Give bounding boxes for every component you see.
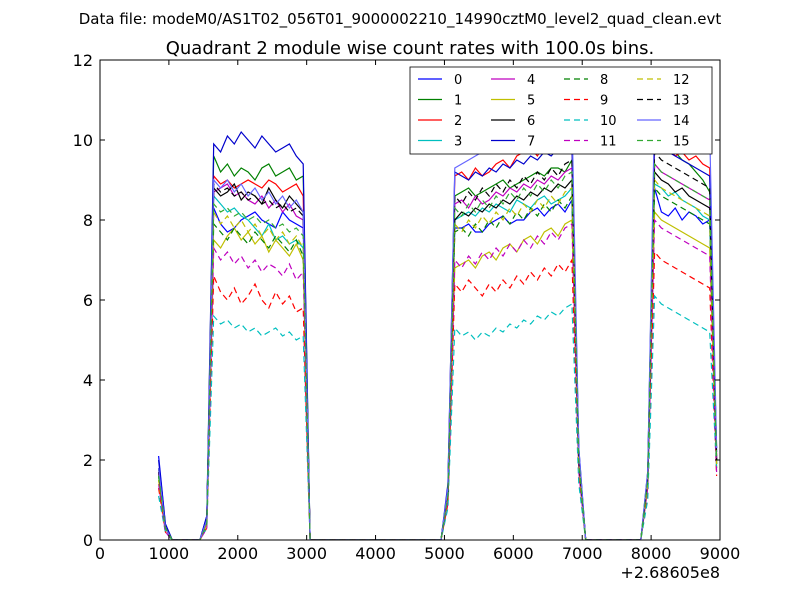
legend-frame bbox=[409, 66, 713, 155]
legend-label-5: 5 bbox=[527, 94, 535, 109]
figure-suptitle: Data file: modeM0/AS1T02_056T01_90000022… bbox=[79, 10, 722, 29]
y-tick-label: 12 bbox=[73, 51, 93, 70]
legend-label-12: 12 bbox=[673, 73, 690, 88]
x-tick-label: 6000 bbox=[493, 544, 534, 563]
legend-label-11: 11 bbox=[600, 135, 617, 150]
y-tick-label: 4 bbox=[83, 371, 93, 390]
legend-label-14: 14 bbox=[673, 114, 690, 129]
series-line-15 bbox=[158, 162, 718, 540]
legend-label-10: 10 bbox=[600, 114, 617, 129]
x-tick-label: 0 bbox=[95, 544, 105, 563]
y-tick-label: 2 bbox=[83, 451, 93, 470]
series-line-9 bbox=[158, 250, 718, 540]
y-tick-label: 10 bbox=[73, 131, 93, 150]
y-tick-label: 8 bbox=[83, 211, 93, 230]
series-line-14 bbox=[158, 106, 718, 540]
legend-label-3: 3 bbox=[454, 135, 462, 150]
legend-label-0: 0 bbox=[454, 73, 462, 88]
series-line-8 bbox=[158, 186, 718, 540]
legend-label-9: 9 bbox=[600, 94, 608, 109]
legend-label-15: 15 bbox=[673, 135, 690, 150]
x-axis: 0 1000 2000 3000 4000 5000 6000 7000 8000 9000 bbox=[95, 60, 740, 563]
x-tick-label: 9000 bbox=[700, 544, 741, 563]
x-tick-label: 4000 bbox=[355, 544, 396, 563]
x-tick-label: 5000 bbox=[424, 544, 465, 563]
legend-label-2: 2 bbox=[454, 114, 462, 129]
chart-title: Quadrant 2 module wise count rates with … bbox=[166, 38, 655, 59]
series-layer bbox=[158, 106, 718, 540]
x-tick-label: 1000 bbox=[149, 544, 190, 563]
legend-label-4: 4 bbox=[527, 73, 535, 88]
x-tick-label: 3000 bbox=[286, 544, 327, 563]
x-axis-offset-label: +2.68605e8 bbox=[620, 563, 720, 582]
legend-label-7: 7 bbox=[527, 135, 535, 150]
legend-label-1: 1 bbox=[454, 94, 462, 109]
x-tick-label: 2000 bbox=[217, 544, 258, 563]
y-tick-label: 0 bbox=[83, 531, 93, 550]
y-tick-label: 6 bbox=[83, 291, 93, 310]
legend-label-13: 13 bbox=[673, 94, 690, 109]
x-tick-label: 8000 bbox=[631, 544, 672, 563]
legend-label-8: 8 bbox=[600, 73, 608, 88]
legend-label-6: 6 bbox=[527, 114, 535, 129]
series-line-12 bbox=[158, 178, 718, 540]
x-tick-label: 7000 bbox=[562, 544, 603, 563]
